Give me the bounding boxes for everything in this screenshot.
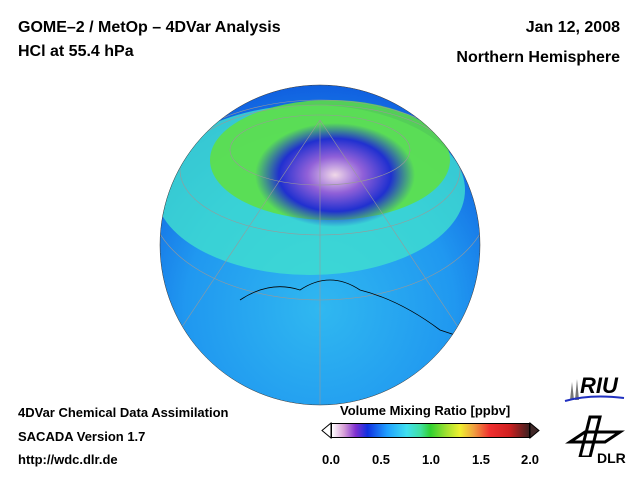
footer-url[interactable]: http://wdc.dlr.de xyxy=(18,452,118,467)
colorbar xyxy=(331,423,530,438)
footer-line1: 4DVar Chemical Data Assimilation xyxy=(18,405,229,420)
footer-line2: SACADA Version 1.7 xyxy=(18,429,146,444)
coastlines xyxy=(239,279,471,341)
tick-label: 0.0 xyxy=(321,452,341,467)
tick-label: 0.5 xyxy=(371,452,391,467)
colorbar-title: Volume Mixing Ratio [ppbv] xyxy=(340,403,511,418)
region: Northern Hemisphere xyxy=(456,49,620,66)
riu-logo: RIU xyxy=(560,373,630,404)
subtitle: HCl at 55.4 hPa xyxy=(18,43,134,60)
title: GOME–2 / MetOp – 4DVar Analysis xyxy=(18,19,281,36)
tick-label: 1.5 xyxy=(471,452,491,467)
polar-vortex xyxy=(255,123,415,227)
tick-label: 2.0 xyxy=(520,452,540,467)
dlr-logo: DLR xyxy=(565,412,635,472)
graticule xyxy=(160,99,480,405)
date: Jan 12, 2008 xyxy=(525,19,620,36)
tick-label: 1.0 xyxy=(421,452,441,467)
colorbar-high-arrow xyxy=(529,422,540,439)
